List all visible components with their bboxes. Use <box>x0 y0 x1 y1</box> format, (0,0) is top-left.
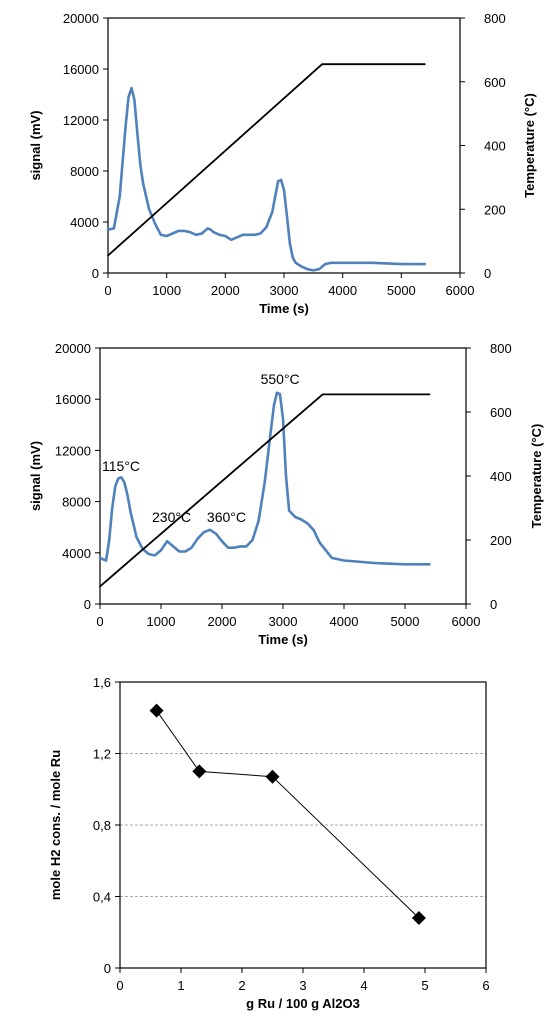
x-axis-label: Time (s) <box>258 632 308 647</box>
y-axis-label: signal (mV) <box>28 110 43 180</box>
x-tick-label: 2000 <box>211 283 240 298</box>
y2-tick-label: 0 <box>484 266 491 281</box>
y2-tick-label: 400 <box>490 469 512 484</box>
x-tick-label: 4000 <box>330 614 359 629</box>
connecting-line <box>156 710 420 919</box>
x-axis-label: Time (s) <box>259 301 309 316</box>
y-tick-label: 0 <box>92 266 99 281</box>
y-tick-label: 16000 <box>55 392 91 407</box>
y2-axis-label: Temperature (°C) <box>529 424 544 529</box>
y2-axis-label: Temperature (°C) <box>522 93 537 198</box>
x-tick-label: 6000 <box>446 283 475 298</box>
x-tick-label: 3 <box>299 978 306 993</box>
x-axis-label: g Ru / 100 g Al2O3 <box>246 996 360 1011</box>
x-tick-label: 6000 <box>452 614 481 629</box>
x-tick-label: 6 <box>482 978 489 993</box>
x-tick-label: 1000 <box>152 283 181 298</box>
y-axis-label: mole H2 cons. / mole Ru <box>48 750 63 900</box>
chart-1: 0 1000 2000 3000 4000 5000 6000040008000120001… <box>28 11 537 316</box>
x-tick-label: 2000 <box>208 614 237 629</box>
y-tick-label: 0,4 <box>93 890 111 905</box>
y-tick-label: 8000 <box>70 164 99 179</box>
y-tick-label: 4000 <box>70 215 99 230</box>
chart-3: 0 1 2 3 4 5 6 0 0,4 0,8 1,2 1,6 g Ru / 100 g Al2O3 mo… <box>48 675 490 1011</box>
y-tick-label: 12000 <box>55 443 91 458</box>
y-tick-label: 4000 <box>62 546 91 561</box>
x-tick-label: 3000 <box>269 614 298 629</box>
x-tick-label: 0 <box>116 978 123 993</box>
y2-tick-label: 600 <box>490 405 512 420</box>
x-tick-label: 5 <box>421 978 428 993</box>
data-point <box>265 769 280 784</box>
x-tick-label: 5000 <box>391 614 420 629</box>
y-tick-label: 0 <box>104 961 111 976</box>
x-tick-label: 0 <box>104 283 111 298</box>
data-point <box>192 764 207 779</box>
y-tick-label: 1,6 <box>93 675 111 690</box>
temperature-line <box>99 393 431 588</box>
x-tick-label: 5000 <box>387 283 416 298</box>
temperature-line <box>107 63 426 257</box>
y-tick-label: 20000 <box>55 341 91 356</box>
x-tick-label: 4 <box>360 978 367 993</box>
y2-tick-label: 600 <box>484 75 506 90</box>
data-point <box>411 910 426 925</box>
x-tick-label: 2 <box>238 978 245 993</box>
y2-tick-label: 800 <box>484 11 506 26</box>
x-tick-label: 4000 <box>328 283 357 298</box>
x-tick-label: 1 <box>177 978 184 993</box>
y-tick-label: 16000 <box>63 62 99 77</box>
y2-tick-label: 400 <box>484 139 506 154</box>
y-tick-label: 20000 <box>63 11 99 26</box>
y-tick-label: 1,2 <box>93 747 111 762</box>
peak-annotation: 360°C <box>207 509 246 525</box>
signal-line <box>106 86 427 272</box>
peak-annotation: 115°C <box>102 458 140 474</box>
y-tick-label: 12000 <box>63 113 99 128</box>
y-tick-label: 8000 <box>62 495 91 510</box>
data-point <box>149 703 164 718</box>
x-tick-label: 1000 <box>147 614 176 629</box>
y2-tick-label: 800 <box>490 341 512 356</box>
y2-tick-label: 200 <box>490 533 512 548</box>
signal-line <box>98 391 431 566</box>
y-axis-label: signal (mV) <box>28 441 43 511</box>
y2-tick-label: 200 <box>484 202 506 217</box>
x-tick-label: 3000 <box>270 283 299 298</box>
x-tick-label: 0 <box>96 614 103 629</box>
y-tick-label: 0,8 <box>93 818 111 833</box>
chart-2: 0 1000 2000 3000 4000 5000 6000040008000120001… <box>28 341 544 647</box>
peak-annotation: 230°C <box>152 509 191 525</box>
peak-annotation: 550°C <box>261 371 300 387</box>
y-tick-label: 0 <box>84 597 91 612</box>
y2-tick-label: 0 <box>490 597 497 612</box>
